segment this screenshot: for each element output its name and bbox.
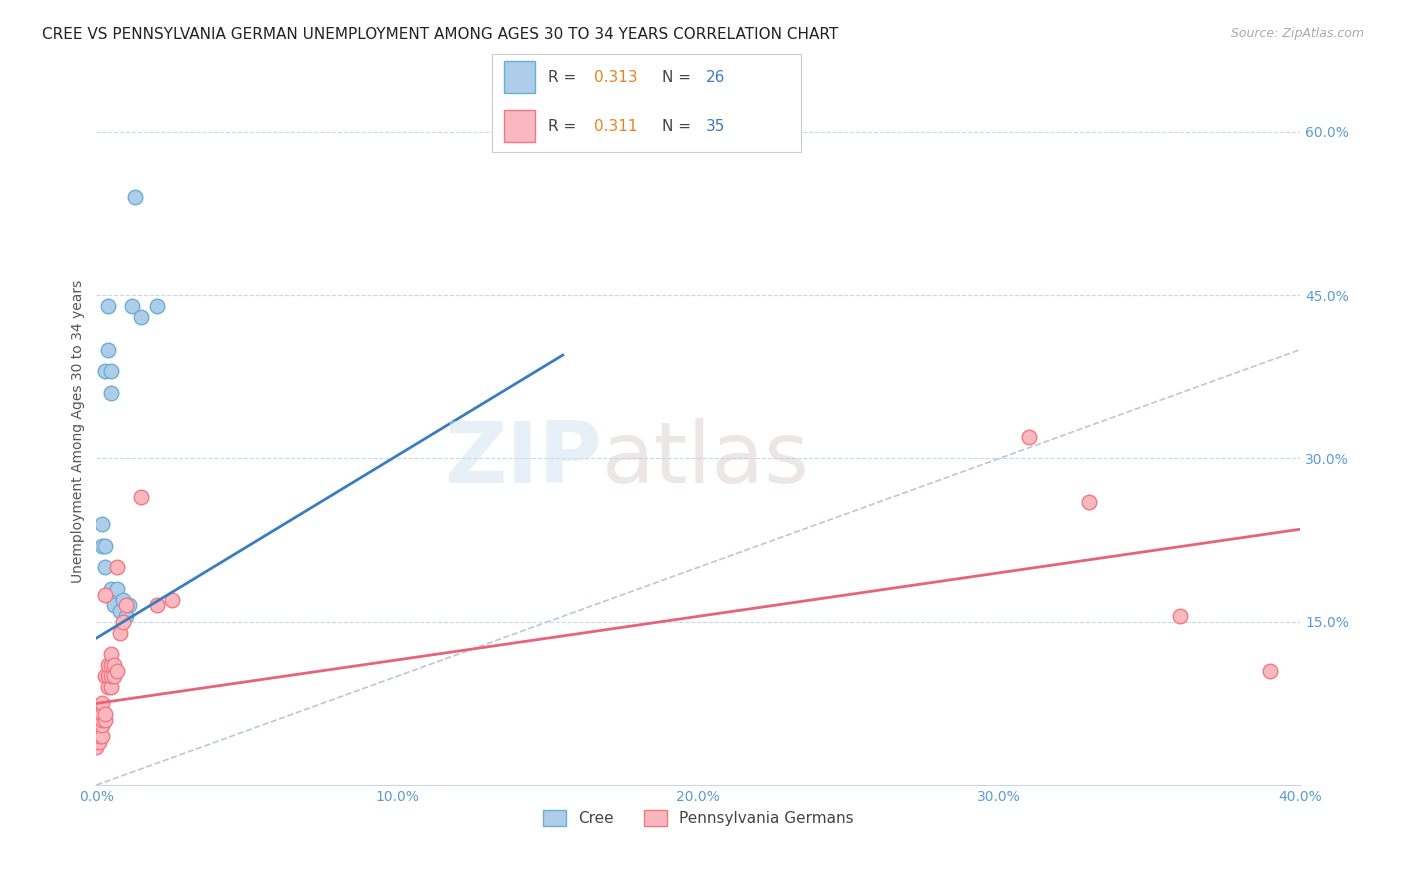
Point: [97, 299, 120, 313]
Point: [115, 609, 138, 624]
Point: [112, 593, 135, 607]
Point: [160, 593, 183, 607]
Text: N =: N =: [662, 70, 696, 85]
Point: [94, 560, 117, 574]
Point: [94, 713, 117, 727]
Point: [94, 669, 117, 683]
Point: [131, 490, 153, 504]
Text: Source: ZipAtlas.com: Source: ZipAtlas.com: [1230, 27, 1364, 40]
Text: CREE VS PENNSYLVANIA GERMAN UNEMPLOYMENT AMONG AGES 30 TO 34 YEARS CORRELATION C: CREE VS PENNSYLVANIA GERMAN UNEMPLOYMENT…: [42, 27, 838, 42]
Text: 0.311: 0.311: [595, 119, 638, 134]
Point: [89, 723, 111, 738]
Legend: Cree, Pennsylvania Germans: Cree, Pennsylvania Germans: [536, 803, 862, 834]
Text: atlas: atlas: [602, 418, 810, 501]
Point: [103, 669, 125, 683]
Point: [91, 713, 114, 727]
Point: [110, 625, 132, 640]
FancyBboxPatch shape: [492, 54, 801, 152]
Point: [91, 539, 114, 553]
Point: [103, 658, 125, 673]
Point: [89, 713, 111, 727]
Point: [94, 364, 117, 378]
Point: [100, 658, 122, 673]
Point: [94, 588, 117, 602]
Point: [89, 707, 111, 722]
Text: 0.313: 0.313: [595, 70, 638, 85]
Point: [124, 190, 146, 204]
Point: [91, 729, 114, 743]
Point: [107, 560, 129, 574]
Text: ZIP: ZIP: [444, 418, 602, 501]
Point: [97, 680, 120, 694]
Point: [91, 718, 114, 732]
Point: [91, 697, 114, 711]
Point: [100, 582, 122, 596]
Point: [89, 713, 111, 727]
Point: [1018, 430, 1040, 444]
Point: [121, 299, 143, 313]
Point: [118, 599, 141, 613]
Point: [94, 707, 117, 722]
Point: [115, 599, 138, 613]
Point: [1168, 609, 1191, 624]
Point: [94, 539, 117, 553]
Text: 35: 35: [706, 119, 725, 134]
Point: [103, 588, 125, 602]
Point: [97, 658, 120, 673]
Point: [107, 664, 129, 678]
Point: [97, 669, 120, 683]
Point: [1258, 664, 1281, 678]
Point: [112, 615, 135, 629]
Point: [91, 713, 114, 727]
Point: [1078, 495, 1101, 509]
Point: [100, 669, 122, 683]
Text: R =: R =: [548, 119, 581, 134]
Point: [91, 707, 114, 722]
FancyBboxPatch shape: [505, 62, 536, 93]
Point: [131, 310, 153, 324]
Point: [89, 729, 111, 743]
Point: [91, 718, 114, 732]
Point: [97, 343, 120, 357]
Point: [100, 386, 122, 401]
Point: [145, 599, 167, 613]
FancyBboxPatch shape: [505, 111, 536, 142]
Point: [103, 599, 125, 613]
Y-axis label: Unemployment Among Ages 30 to 34 years: Unemployment Among Ages 30 to 34 years: [72, 279, 86, 582]
Point: [100, 648, 122, 662]
Point: [145, 299, 167, 313]
Point: [110, 604, 132, 618]
Point: [100, 680, 122, 694]
Point: [91, 516, 114, 531]
Text: N =: N =: [662, 119, 696, 134]
Point: [86, 739, 108, 754]
Text: R =: R =: [548, 70, 581, 85]
Point: [89, 734, 111, 748]
Text: 26: 26: [706, 70, 725, 85]
Point: [89, 718, 111, 732]
Point: [100, 364, 122, 378]
Point: [107, 582, 129, 596]
